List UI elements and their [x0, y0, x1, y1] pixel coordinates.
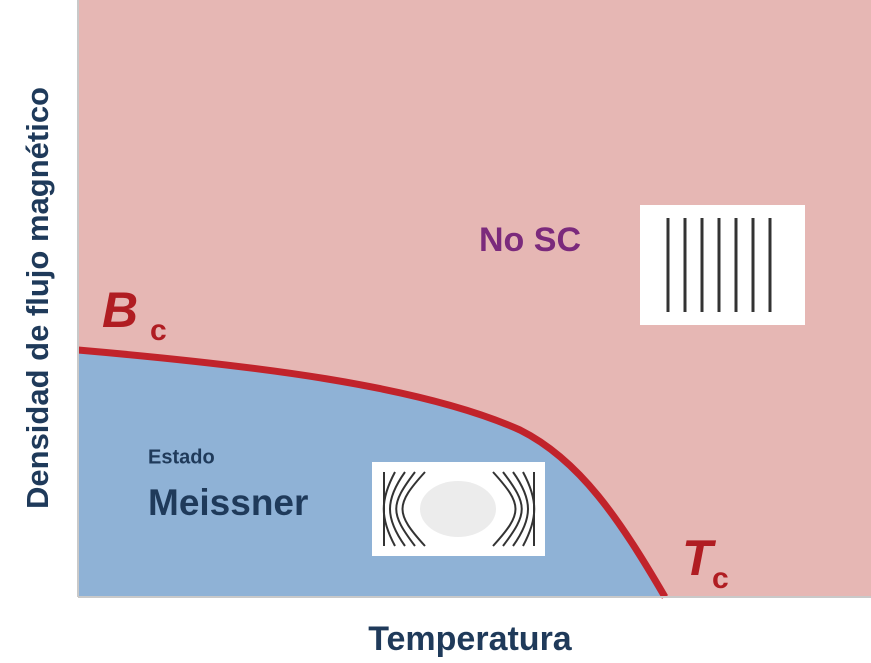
meissner-icon	[372, 462, 545, 556]
page: Densidad de flujo magnético Temperatura …	[0, 0, 871, 663]
y-axis-label: Densidad de flujo magnético	[20, 87, 55, 509]
meissner-label: Meissner	[148, 482, 308, 523]
normal-icon	[640, 205, 805, 325]
bc-subscript: c	[150, 314, 167, 347]
tc-subscript: c	[712, 562, 729, 595]
meissner-label-small: Estado	[148, 446, 215, 468]
bc-symbol: B	[102, 282, 138, 338]
normal-label: No SC	[479, 221, 581, 259]
x-axis-label: Temperatura	[368, 620, 573, 658]
diagram: Densidad de flujo magnético Temperatura …	[0, 0, 871, 663]
